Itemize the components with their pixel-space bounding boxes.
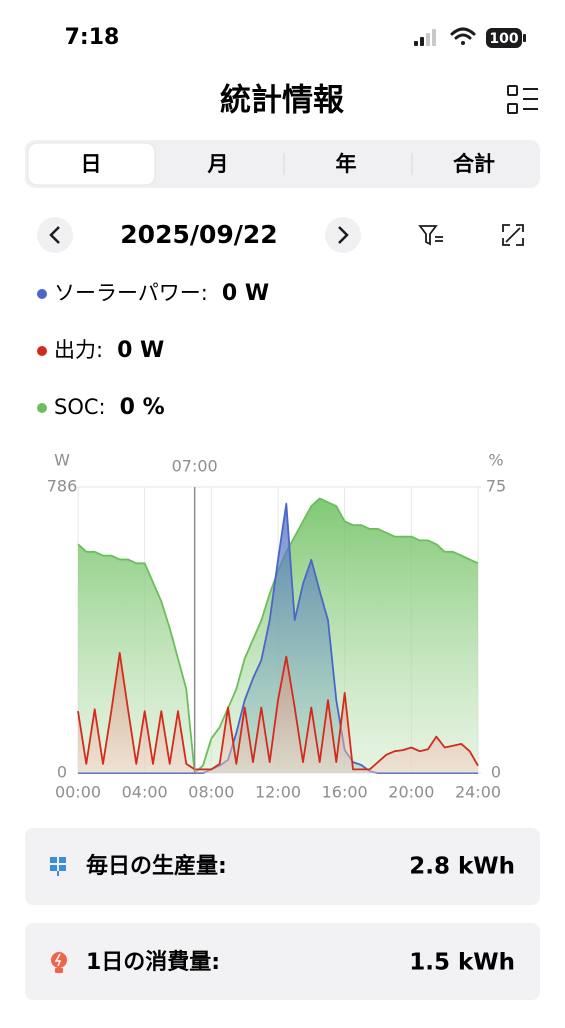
legend-value: 0 % [120,395,165,420]
legend-dot [37,403,47,413]
summary-value: 1.5 kWh [409,950,515,976]
battery-icon [486,28,522,48]
legend-dot [37,289,47,299]
list-settings-button[interactable] [507,85,538,114]
wifi-icon [450,27,476,45]
tab[interactable]: 年 [336,152,357,176]
x-tick-label: 08:00 [188,783,234,802]
x-tick-label: 04:00 [122,783,168,802]
signal-icon [414,29,436,46]
legend-value: 0 W [117,338,164,363]
x-tick-label: 12:00 [255,783,301,802]
chart: 00:00 04:00 08:00 12:00 16:00 20:00 24:0007860… [47,451,506,802]
x-tick-label: 20:00 [388,783,434,802]
area-fill [78,652,478,773]
series-line [77,652,479,771]
prev-day-button[interactable] [37,217,73,253]
x-tick-label: 00:00 [55,783,101,802]
summary-card [25,923,540,1000]
legend: ソーラーパワー: 0 W 出力: 0 W SOC: 0 % [37,281,269,420]
fullscreen-button[interactable] [502,224,524,246]
legend-dot [37,346,47,356]
legend-label: ソーラーパワー: [54,281,208,305]
y-tick-label: 786 [47,477,78,496]
legend-label: SOC: [54,395,106,419]
tab-selected [27,142,156,186]
summary-card [25,828,540,905]
area-fill [78,503,478,773]
tab[interactable]: 月 [207,152,229,176]
next-day-button[interactable] [325,217,361,253]
y2-tick-label: 75 [486,477,506,496]
tab[interactable]: 合計 [453,152,495,176]
legend-label: 出力: [54,338,103,362]
summary-label: 毎日の生産量: [86,853,227,879]
y-tick-label: 0 [57,763,67,782]
tab[interactable]: 日 [81,152,102,176]
page-title: 統計情報 [220,83,345,119]
y2-axis-title: % [488,451,503,470]
date-label: 2025/09/22 [120,220,277,249]
filter-button[interactable] [418,225,443,246]
x-tick-label: 16:00 [322,783,368,802]
summary-value: 2.8 kWh [409,854,515,880]
x-tick-label: 24:00 [455,783,501,802]
status-time: 7:18 [65,25,120,50]
legend-value: 0 W [222,281,269,306]
summary-label: 1日の消費量: [86,950,220,975]
bulb-icon [51,952,67,973]
battery-tip [523,34,526,42]
solar-panel-icon [50,857,66,876]
y2-tick-label: 0 [491,763,501,782]
y-axis-title: W [54,451,70,470]
cursor-label: 07:00 [172,457,218,476]
battery-level: 100 [489,31,518,47]
